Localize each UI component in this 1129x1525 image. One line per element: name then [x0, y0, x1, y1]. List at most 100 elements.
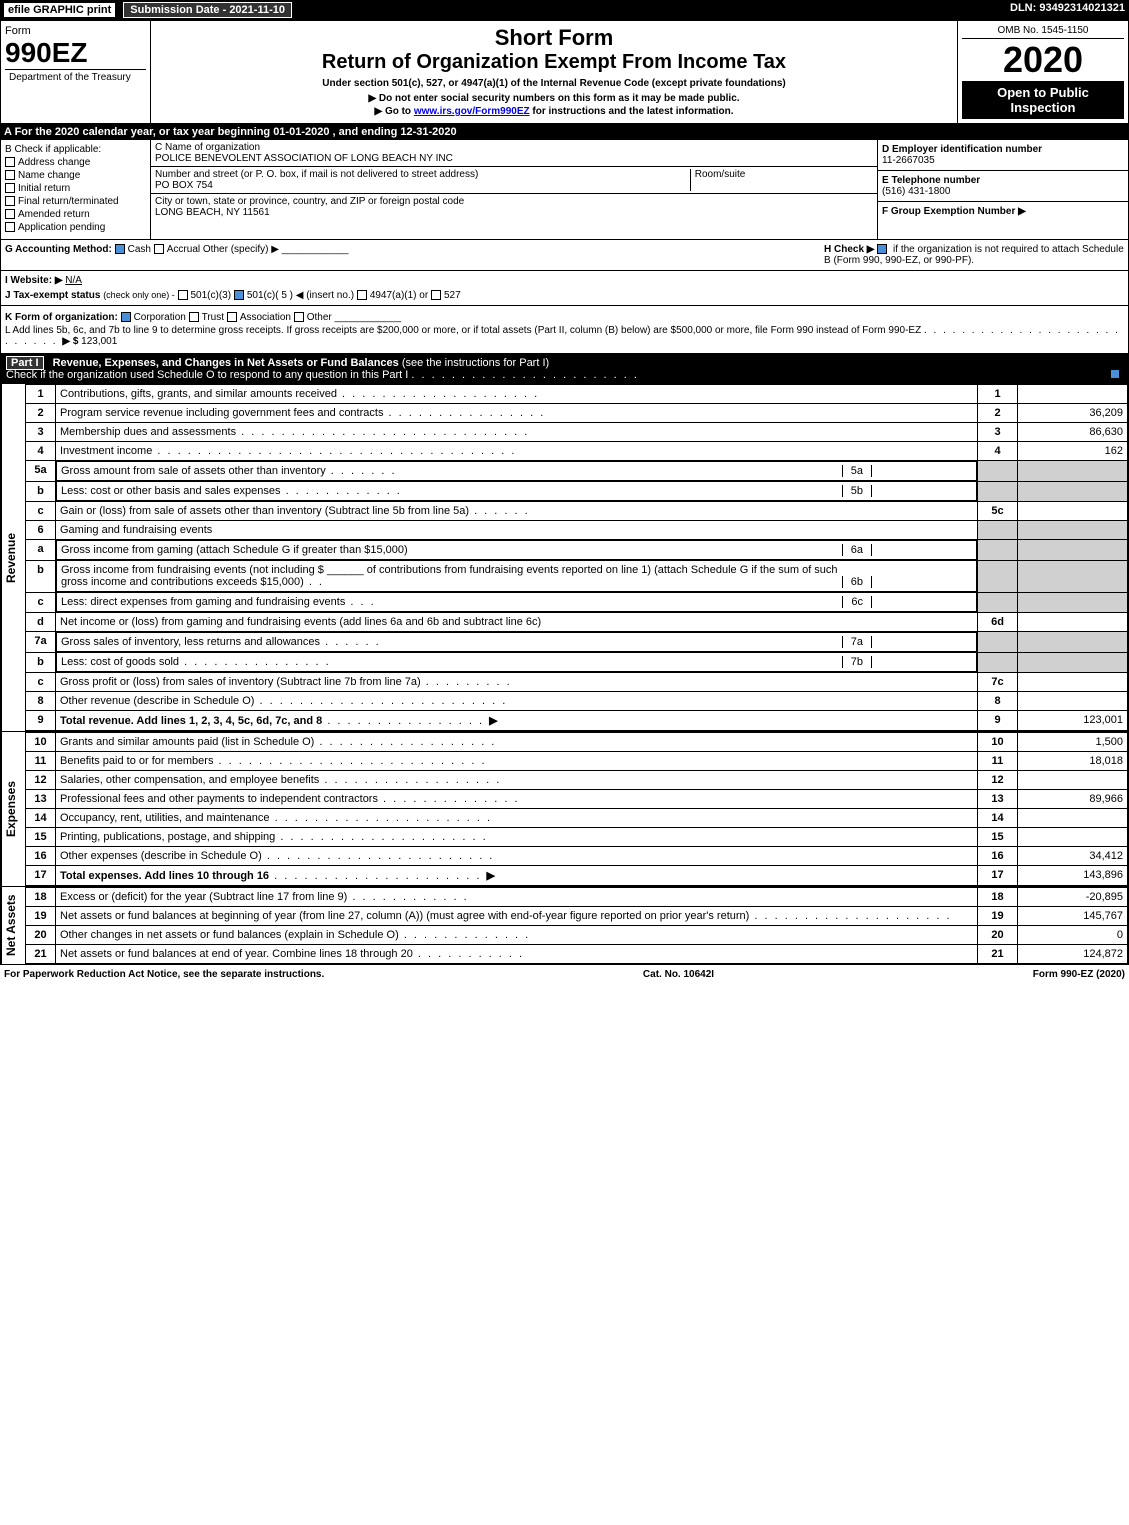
dept-treasury: Department of the Treasury: [5, 69, 146, 85]
line-amount-gray: [1018, 560, 1128, 592]
line-desc: Other expenses (describe in Schedule O): [60, 850, 262, 862]
irs-link[interactable]: www.irs.gov/Form990EZ: [414, 106, 530, 117]
dln: DLN: 93492314021321: [1010, 2, 1125, 18]
checkbox-part1-schedule-o[interactable]: [1110, 369, 1120, 379]
website-label: I Website: ▶: [5, 275, 63, 286]
trust-label: Trust: [202, 312, 224, 323]
name-change-label: Name change: [18, 170, 80, 181]
line-ref-gray: [978, 632, 1018, 653]
table-row: 11Benefits paid to or for members . . . …: [26, 752, 1128, 771]
line-ref: 17: [978, 866, 1018, 886]
line-num: 10: [26, 733, 56, 752]
netassets-vert-label: Net Assets: [1, 887, 25, 964]
line-ref: 20: [978, 926, 1018, 945]
line-amount: 86,630: [1018, 423, 1128, 442]
line-l-value: 123,001: [81, 336, 117, 347]
assoc-label: Association: [240, 312, 291, 323]
corp-label: Corporation: [134, 312, 186, 323]
line-amount: -20,895: [1018, 888, 1128, 907]
checkbox-address-change[interactable]: [5, 157, 15, 167]
line-ref: 13: [978, 790, 1018, 809]
line-amount: 36,209: [1018, 404, 1128, 423]
checkbox-501c3[interactable]: [178, 290, 188, 300]
sub-num: 6a: [842, 544, 872, 556]
line-desc: Other changes in net assets or fund bala…: [60, 929, 399, 941]
line-amount-gray: [1018, 521, 1128, 540]
efile-label[interactable]: efile GRAPHIC print: [4, 3, 115, 17]
privacy-line-2: ▶ Go to www.irs.gov/Form990EZ for instru…: [155, 106, 953, 117]
goto-suffix: for instructions and the latest informat…: [530, 106, 734, 117]
accrual-label: Accrual: [167, 244, 200, 255]
line-amount: 18,018: [1018, 752, 1128, 771]
checkbox-other-org[interactable]: [294, 312, 304, 322]
revenue-table: 1Contributions, gifts, grants, and simil…: [25, 384, 1128, 731]
line-ref: 6d: [978, 613, 1018, 632]
line-amount-gray: [1018, 632, 1128, 653]
checkbox-cash[interactable]: [115, 244, 125, 254]
line-num: d: [26, 613, 56, 632]
line-desc: Gross amount from sale of assets other t…: [61, 465, 326, 477]
checkbox-assoc[interactable]: [227, 312, 237, 322]
line-amount: [1018, 771, 1128, 790]
line-num: 20: [26, 926, 56, 945]
line-num: 6: [26, 521, 56, 540]
expenses-vert-label: Expenses: [1, 732, 25, 886]
org-name: POLICE BENEVOLENT ASSOCIATION OF LONG BE…: [155, 153, 873, 164]
short-form-title: Short Form: [155, 25, 953, 51]
part-1-header: Part I Revenue, Expenses, and Changes in…: [0, 354, 1129, 384]
street-label: Number and street (or P. O. box, if mail…: [155, 169, 690, 180]
line-amount: 123,001: [1018, 711, 1128, 731]
line-ref: 15: [978, 828, 1018, 847]
line-amount: 143,896: [1018, 866, 1128, 886]
line-amount: [1018, 502, 1128, 521]
table-row: 21Net assets or fund balances at end of …: [26, 945, 1128, 964]
table-row: 17 Total expenses. Add lines 10 through 1…: [26, 866, 1128, 886]
sub-num: 6b: [842, 576, 872, 588]
line-amount: [1018, 809, 1128, 828]
table-row: 6Gaming and fundraising events: [26, 521, 1128, 540]
checkbox-name-change[interactable]: [5, 170, 15, 180]
sub-val: [872, 596, 972, 608]
checkbox-accrual[interactable]: [154, 244, 164, 254]
h-label: H Check ▶: [824, 244, 874, 255]
line-num: 2: [26, 404, 56, 423]
line-num: b: [26, 652, 56, 673]
netassets-table: 18Excess or (deficit) for the year (Subt…: [25, 887, 1128, 964]
line-ref: 4: [978, 442, 1018, 461]
checkbox-final-return[interactable]: [5, 196, 15, 206]
table-row: aGross income from gaming (attach Schedu…: [26, 540, 1128, 561]
line-desc: Membership dues and assessments: [60, 426, 236, 438]
527-label: 527: [444, 290, 461, 301]
line-desc: Total expenses. Add lines 10 through 16: [60, 870, 269, 882]
line-num: 9: [26, 711, 56, 731]
omb-number: OMB No. 1545-1150: [962, 25, 1124, 39]
form-label: Form: [5, 25, 146, 37]
checkbox-h[interactable]: [877, 244, 887, 254]
line-num: 11: [26, 752, 56, 771]
line-amount: 0: [1018, 926, 1128, 945]
tax-year: 2020: [962, 39, 1124, 81]
line-desc: Gross sales of inventory, less returns a…: [61, 636, 320, 648]
line-l-arrow: ▶ $: [62, 336, 78, 347]
checkbox-initial-return[interactable]: [5, 183, 15, 193]
sub-val: [872, 485, 972, 497]
table-row: dNet income or (loss) from gaming and fu…: [26, 613, 1128, 632]
checkbox-trust[interactable]: [189, 312, 199, 322]
form-number: 990EZ: [5, 37, 146, 69]
line-amount: 89,966: [1018, 790, 1128, 809]
line-ref: 5c: [978, 502, 1018, 521]
line-num: b: [26, 560, 56, 592]
street-value: PO BOX 754: [155, 180, 690, 191]
checkbox-corp[interactable]: [121, 312, 131, 322]
checkbox-501c[interactable]: [234, 290, 244, 300]
line-ref: 16: [978, 847, 1018, 866]
sub-val: [872, 656, 972, 668]
checkbox-application-pending[interactable]: [5, 222, 15, 232]
checkbox-527[interactable]: [431, 290, 441, 300]
goto-prefix: ▶ Go to: [374, 106, 413, 117]
line-l-text: L Add lines 5b, 6c, and 7b to line 9 to …: [5, 325, 921, 336]
checkbox-amended-return[interactable]: [5, 209, 15, 219]
initial-return-label: Initial return: [18, 183, 70, 194]
checkbox-4947[interactable]: [357, 290, 367, 300]
line-num: b: [26, 481, 56, 502]
